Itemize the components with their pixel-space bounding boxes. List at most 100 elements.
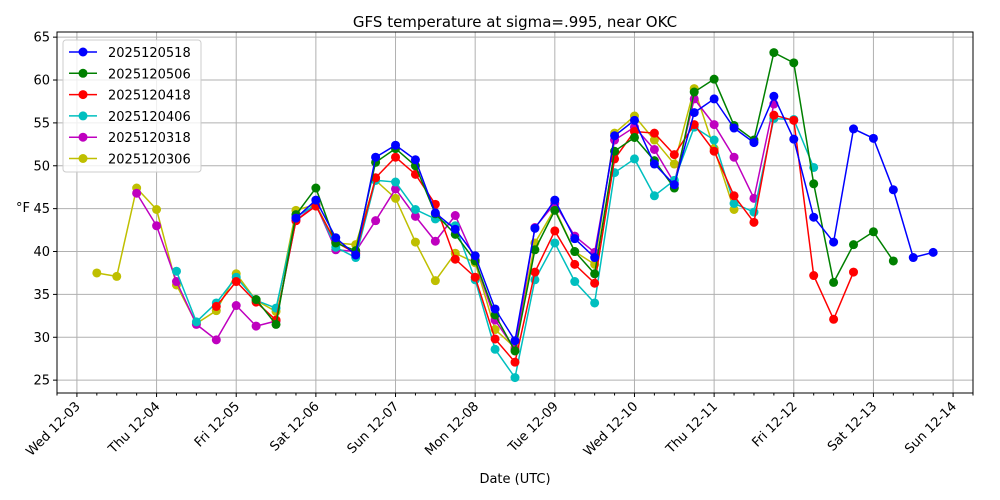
data-point	[510, 357, 520, 367]
data-point	[689, 108, 699, 118]
data-point	[629, 154, 639, 164]
data-point	[510, 346, 520, 356]
data-point	[371, 216, 381, 226]
data-point	[888, 256, 898, 266]
legend-item[interactable]: 2025120306	[69, 153, 191, 168]
y-tick-label: 60	[33, 74, 50, 89]
data-point	[590, 253, 600, 263]
chart-title: GFS temperature at sigma=.995, near OKC	[353, 13, 677, 31]
legend-label: 2025120306	[108, 153, 191, 168]
data-point	[749, 138, 759, 148]
data-point	[410, 211, 420, 221]
y-tick-label: 25	[33, 374, 50, 389]
data-point	[629, 115, 639, 125]
data-point	[829, 237, 839, 247]
data-point	[868, 133, 878, 143]
series-2025120418	[211, 110, 859, 367]
legend-item[interactable]: 2025120418	[69, 89, 191, 104]
data-point	[211, 335, 221, 345]
y-tick-label: 35	[33, 288, 50, 303]
data-point	[829, 314, 839, 324]
data-point	[570, 259, 580, 269]
data-point	[629, 132, 639, 142]
y-tick-label: 45	[33, 202, 50, 217]
data-point	[570, 277, 580, 287]
data-point	[888, 185, 898, 195]
data-point	[769, 48, 779, 58]
data-point	[649, 135, 659, 145]
data-point	[410, 155, 420, 165]
y-axis-label: °F	[16, 201, 30, 216]
data-point	[689, 87, 699, 97]
data-point	[669, 159, 679, 169]
data-point	[709, 120, 719, 130]
data-point	[729, 123, 739, 133]
data-point	[231, 277, 241, 287]
legend-item[interactable]: 2025120518	[69, 46, 191, 61]
data-point	[789, 58, 799, 68]
data-point	[510, 373, 520, 383]
data-point	[311, 195, 321, 205]
data-point	[550, 205, 560, 215]
data-point	[550, 238, 560, 248]
data-point	[610, 131, 620, 141]
legend-label: 2025120406	[108, 110, 191, 125]
data-point	[590, 278, 600, 288]
data-point	[649, 159, 659, 169]
y-tick-label: 30	[33, 331, 50, 346]
data-point	[211, 301, 221, 311]
legend-marker	[78, 90, 88, 100]
data-point	[430, 236, 440, 246]
legend[interactable]: 2025120518 2025120506 2025120418 2025120406…	[62, 39, 202, 173]
data-point	[789, 115, 799, 125]
data-point	[132, 188, 142, 198]
data-point	[490, 344, 500, 354]
legend-label: 2025120518	[108, 46, 191, 61]
data-point	[729, 198, 739, 208]
legend-marker	[78, 154, 88, 163]
data-point	[868, 227, 878, 237]
legend-box	[62, 39, 202, 173]
legend-item[interactable]: 2025120406	[69, 110, 191, 125]
y-tick-label: 40	[33, 245, 50, 260]
data-point	[251, 295, 261, 305]
data-point	[928, 247, 938, 257]
data-point	[530, 245, 540, 255]
data-point	[530, 267, 540, 277]
legend-item[interactable]: 2025120506	[69, 67, 191, 82]
data-point	[470, 272, 480, 282]
x-axis-label: Date (UTC)	[479, 472, 550, 487]
data-point	[649, 144, 659, 154]
data-point	[351, 250, 361, 260]
data-point	[530, 223, 540, 233]
data-point	[430, 276, 440, 286]
data-point	[649, 128, 659, 138]
data-point	[391, 177, 401, 187]
data-point	[391, 140, 401, 150]
data-point	[709, 146, 719, 156]
data-point	[550, 195, 560, 205]
y-axis: 25 30 35 40 45 50 55 60 65	[33, 31, 57, 389]
data-point	[171, 277, 181, 287]
data-point	[391, 152, 401, 162]
data-point	[171, 266, 181, 276]
y-tick-label: 65	[33, 31, 50, 46]
data-point	[769, 110, 779, 120]
data-point	[590, 298, 600, 308]
data-point	[709, 135, 719, 145]
data-point	[490, 334, 500, 344]
data-point	[749, 217, 759, 227]
data-point	[908, 253, 918, 263]
data-point	[251, 321, 261, 331]
data-point	[311, 183, 321, 193]
data-point	[410, 237, 420, 247]
data-point	[849, 240, 859, 250]
data-point	[729, 191, 739, 201]
legend-item[interactable]: 2025120318	[69, 131, 191, 146]
data-point	[669, 180, 679, 190]
data-point	[112, 271, 122, 281]
legend-label: 2025120418	[108, 89, 191, 104]
legend-marker	[78, 132, 88, 142]
data-point	[570, 247, 580, 257]
